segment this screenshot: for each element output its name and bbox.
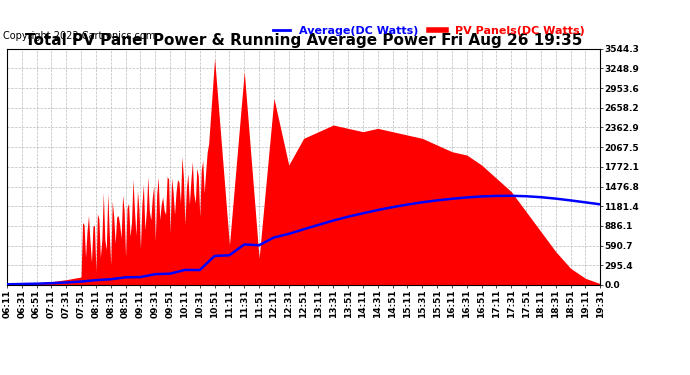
Legend: Average(DC Watts), PV Panels(DC Watts): Average(DC Watts), PV Panels(DC Watts) xyxy=(268,21,589,40)
Title: Total PV Panel Power & Running Average Power Fri Aug 26 19:35: Total PV Panel Power & Running Average P… xyxy=(25,33,582,48)
Text: Copyright 2022 Cartronics.com: Copyright 2022 Cartronics.com xyxy=(3,32,156,41)
